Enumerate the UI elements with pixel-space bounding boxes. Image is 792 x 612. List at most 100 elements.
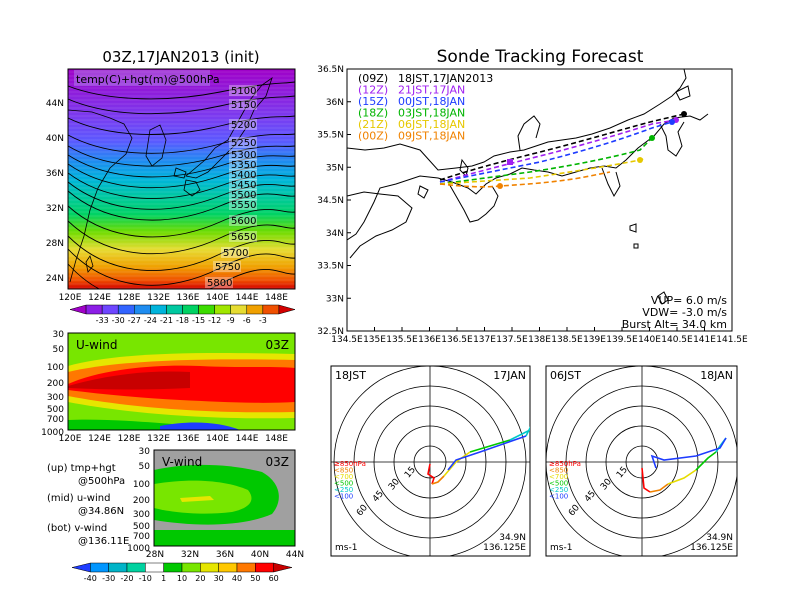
wind-colorbar-label: 1 [161,574,166,583]
contour-label: 5450 [231,180,256,191]
contour-label: 5300 [231,150,256,161]
hodograph-level-label: <100 [334,493,353,501]
izu-peninsula [601,167,621,198]
u-wind-time: 03Z [266,338,290,352]
contour-label: 5250 [231,138,256,149]
launch-time: 03JST,18JAN [398,107,465,120]
sonde-landing-marker [507,159,513,165]
honshu-coastline [347,69,687,171]
height-contour-line [68,181,295,210]
temp-colorbar-swatch [166,304,183,315]
temp-colorbar-swatch [230,304,248,315]
v-wind-latitude-labels: 28N 32N 36N 40N 44N [146,550,304,560]
v-wind-lat-label: 36N [216,550,234,560]
sonde-burst-marker [637,157,643,163]
sonde-track-line [439,119,677,183]
temp-colorbar-swatch [117,304,135,315]
map-temperature-field [68,69,295,289]
track-lon-label: 137E [473,335,496,345]
contour-label-bg [229,169,257,180]
temp-colorbar-label: -12 [208,316,221,325]
launch-time-legend: (09Z) 18JST,17JAN2013 (12Z) 21JST,17JAN (15Z… [358,72,493,143]
contour-label-bg [229,231,257,242]
izu-island-2 [633,243,639,249]
u-wind-pressure-label: 100 [47,363,64,373]
height-contour-line [68,172,295,199]
map-lat-tick-label: 24N [46,274,64,284]
legend-mid-2: @34.86N [78,506,124,517]
contour-label: 5700 [223,248,248,259]
taiwan-coastline [85,255,94,273]
temp-colorbar-label: -6 [243,316,251,325]
boso-peninsula [659,121,685,157]
u-wind-longitude-labels: 120E 124E 128E 132E 136E 140E 144E 148E [59,434,289,444]
wind-colorbar-swatch [163,562,183,573]
track-title: Sonde Tracking Forecast [437,47,644,67]
hodograph-frame [330,365,531,557]
hodograph-lat: 34.9N [499,533,526,543]
height-contour-line [68,220,295,255]
v-wind-time: 03Z [266,455,290,469]
hodograph-lon: 136.125E [690,543,733,553]
u-wind-lon-label: 132E [147,434,170,444]
contour-label-bg [221,247,249,258]
sonde-burst-marker [649,135,655,141]
height-contour-line [68,163,295,189]
launch-time: 06JST,18JAN [398,118,465,131]
wind-colorbar-label: -20 [120,574,133,583]
track-lon-label: 136.5E [441,335,473,345]
temp-colorbar-swatch [198,304,215,315]
contour-label: 5200 [231,120,256,131]
vup-param: VUP= 6.0 m/s [651,294,727,307]
shikoku-coastline [347,191,413,259]
wind-colorbar-label: 40 [232,574,242,583]
launch-code: (09Z) [358,72,388,85]
track-lon-label: 135.5E [386,335,418,345]
v-wind-pressure-label: 100 [133,480,150,490]
hodograph-lon: 136.125E [483,543,526,553]
contour-label: 5150 [231,100,256,111]
sonde-burst-marker [497,183,503,189]
hodograph-time-label: 18JST [335,369,366,382]
temp-colorbar-swatch [85,304,103,315]
u-wind-lon-label: 140E [206,434,229,444]
wind-colorbar-swatch [126,562,146,573]
vdw-param: VDW= -3.0 m/s [642,306,727,319]
wind-colorbar-swatch [71,562,91,573]
contour-label-bg [213,261,241,272]
sonde-burst-marker [681,111,687,117]
launch-code: (00Z) [358,130,388,143]
sonde-track-line [439,157,647,185]
legend-bot-2: @136.11E [78,536,129,547]
hodograph-trace [695,451,717,471]
v-wind-label: V-wind [162,455,202,469]
u-wind-pressure-label: 1000 [41,428,64,438]
contour-label-bg [229,199,257,210]
contour-label-bg [229,159,257,170]
launch-time: 00JST,18JAN [398,95,465,108]
hodograph-unit: ms-1 [550,543,572,553]
hodograph-lat: 34.9N [706,533,733,543]
hodograph-level-label: <700 [334,473,353,481]
height-contour-line [68,263,295,289]
track-lon-label: 139.5E [606,335,638,345]
hodograph-trace [641,467,651,493]
sonde-track-line [439,171,611,188]
track-lat-label: 35N [326,163,344,173]
u-wind-pressure-label: 200 [47,379,64,389]
track-lon-label: 138E [528,335,551,345]
track-lat-label: 36N [326,98,344,108]
map-lon-tick-label: 120E [59,293,82,303]
temp-colorbar-label: -18 [176,316,189,325]
temp-colorbar-swatch [278,304,296,315]
legend-up-2: @500hPa [78,476,125,487]
track-lat-label: 36.5N [317,65,344,75]
contour-label-bg [229,99,257,110]
map-lon-tick-label: 132E [147,293,170,303]
u-wind-pressure-label: 500 [47,405,64,415]
v-wind-lat-label: 44N [286,550,304,560]
hodograph-06jst: 06JST 18JAN15304560≥850hPa<850<700<500<25… [545,365,738,557]
contour-label: 5800 [207,278,232,289]
